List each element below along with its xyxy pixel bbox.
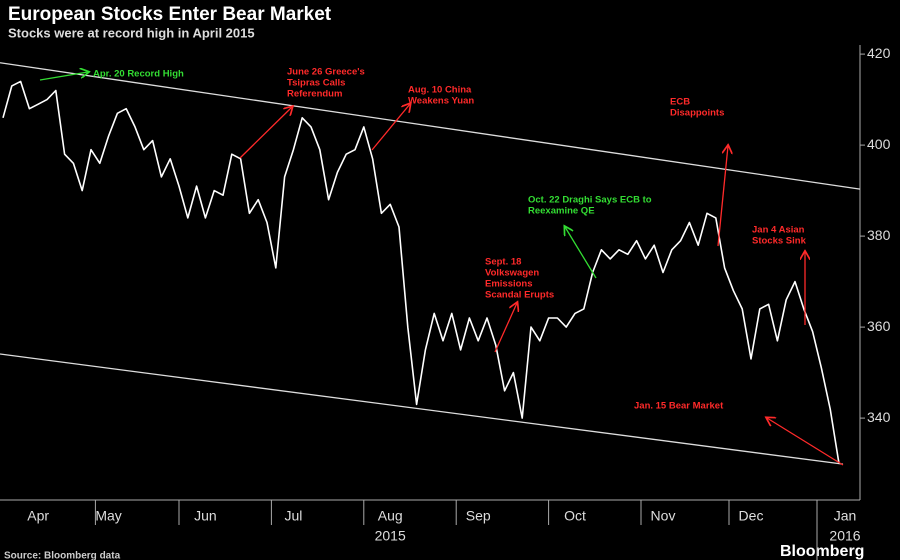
x-tick-label: May: [95, 508, 121, 524]
y-tick-label: 360: [867, 318, 891, 334]
annotation-text: Disappoints: [670, 108, 724, 119]
x-tick-label: Oct: [564, 508, 586, 524]
year-label: 2016: [829, 528, 860, 544]
y-tick-label: 420: [867, 45, 891, 61]
annotation-arrow: [565, 227, 597, 279]
annotation-text: Volkswagen: [485, 268, 539, 279]
chart-title: European Stocks Enter Bear Market: [8, 4, 332, 25]
annotation-text: ECB: [670, 97, 690, 108]
annotation-text: Jan 4 Asian: [752, 225, 805, 236]
brand: Bloomberg: [780, 543, 864, 560]
annotation-arrow: [767, 418, 844, 466]
annotation-arrow: [371, 104, 410, 151]
x-tick-label: Nov: [651, 508, 676, 524]
annotation-text: Oct. 22 Draghi Says ECB to: [528, 195, 652, 206]
annotation-text: Sept. 18: [485, 257, 521, 268]
year-label: 2015: [375, 528, 406, 544]
annotation-text: Tsipras Calls: [287, 78, 345, 89]
annotation-text: Emissions: [485, 279, 533, 290]
annotation-arrow: [494, 303, 517, 353]
annotation-text: Aug. 10 China: [408, 85, 472, 96]
y-tick-label: 340: [867, 409, 891, 425]
x-tick-label: Dec: [739, 508, 764, 524]
trend-line: [0, 353, 844, 465]
annotation-text: Jan. 15 Bear Market: [634, 401, 724, 412]
trend-line: [0, 62, 861, 190]
x-tick-label: Jul: [284, 508, 302, 524]
annotation-arrow: [717, 146, 728, 247]
x-tick-label: Jan: [834, 508, 857, 524]
x-tick-label: Jun: [194, 508, 217, 524]
annotation-arrow: [39, 72, 88, 81]
y-tick-label: 380: [867, 227, 891, 243]
annotation-text: Stocks Sink: [752, 236, 807, 247]
x-tick-label: Sep: [466, 508, 491, 524]
annotation-text: June 26 Greece's: [287, 67, 365, 78]
source: Source: Bloomberg data: [4, 551, 121, 560]
annotation-text: Apr. 20 Record High: [93, 69, 184, 80]
price-line: [2, 80, 840, 464]
annotation-text: Referendum: [287, 89, 342, 100]
chart-subtitle: Stocks were at record high in April 2015: [8, 25, 255, 40]
y-tick-label: 400: [867, 136, 891, 152]
annotation-arrow: [239, 107, 292, 159]
x-tick-label: Aug: [378, 508, 403, 524]
annotation-text: Scandal Erupts: [485, 290, 554, 301]
annotation-text: Reexamine QE: [528, 206, 595, 217]
x-tick-label: Apr: [27, 508, 49, 524]
annotation-text: Weakens Yuan: [408, 96, 474, 107]
